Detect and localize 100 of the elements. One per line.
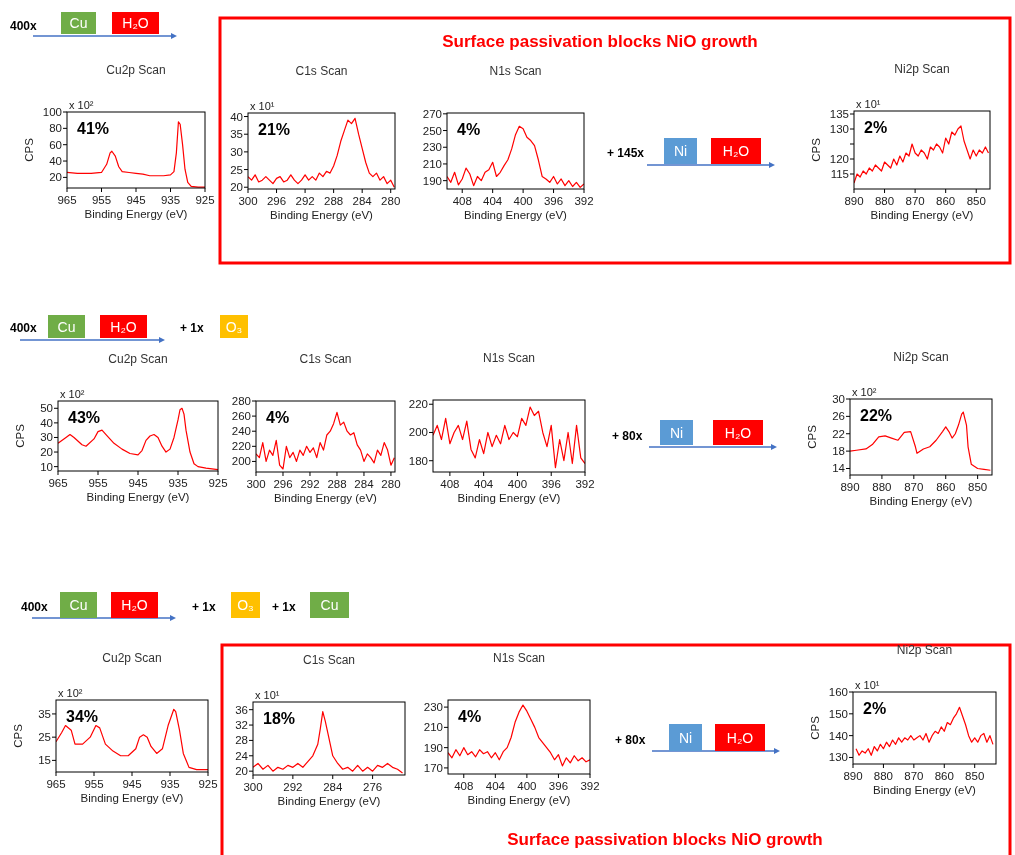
line-series bbox=[56, 708, 208, 771]
x-axis-title: Binding Energy (eV) bbox=[464, 209, 568, 221]
y-tick-label: 28 bbox=[235, 734, 248, 747]
text: O₃ bbox=[237, 597, 254, 613]
text: H₂O bbox=[724, 424, 752, 441]
text: H₂O bbox=[110, 318, 137, 335]
y-tick-label: 32 bbox=[235, 719, 248, 732]
x-tick-label: 280 bbox=[381, 478, 401, 490]
y-tick-label: 14 bbox=[832, 462, 846, 475]
x-tick-label: 870 bbox=[904, 770, 924, 782]
y-tick-label: 170 bbox=[423, 761, 443, 774]
x-tick-label: 880 bbox=[872, 481, 892, 493]
line-series bbox=[256, 411, 395, 470]
x-tick-label: 925 bbox=[198, 778, 218, 790]
x-tick-label: 404 bbox=[483, 195, 503, 207]
y-axis-title: CPS bbox=[14, 423, 26, 448]
y-tick-label: 190 bbox=[423, 741, 443, 754]
y-tick-label: 18 bbox=[832, 445, 845, 458]
line-series bbox=[448, 704, 590, 767]
annotation: 4% bbox=[266, 409, 290, 426]
line-series bbox=[58, 407, 218, 471]
annotation: 21% bbox=[258, 121, 291, 138]
chart-title: C1s Scan bbox=[295, 64, 348, 78]
x-tick-label: 925 bbox=[195, 194, 215, 206]
x-tick-label: 935 bbox=[160, 778, 180, 790]
x-tick-label: 850 bbox=[968, 481, 988, 493]
y-tick-label: 25 bbox=[38, 731, 51, 744]
text: x 10¹ bbox=[250, 100, 275, 112]
x-axis-title: Binding Energy (eV) bbox=[457, 492, 561, 504]
annotation: 22% bbox=[860, 407, 893, 424]
x-tick-label: 890 bbox=[844, 195, 864, 207]
x-tick-label: 288 bbox=[324, 195, 344, 207]
y-tick-label: 120 bbox=[829, 153, 849, 165]
text: Ni bbox=[673, 143, 688, 159]
y-tick-label: 220 bbox=[408, 398, 428, 411]
y-tick-label: 20 bbox=[49, 171, 62, 184]
x-tick-label: 955 bbox=[91, 194, 112, 206]
x-axis-title: Binding Energy (eV) bbox=[86, 491, 190, 503]
chart-title: Cu2p Scan bbox=[106, 63, 166, 77]
x-tick-label: 408 bbox=[452, 195, 472, 207]
x-axis-title: Binding Energy (eV) bbox=[80, 792, 184, 804]
x-tick-label: 300 bbox=[246, 478, 266, 490]
y-tick-label: 200 bbox=[231, 455, 251, 468]
y-tick-label: 35 bbox=[38, 707, 51, 720]
x-tick-label: 292 bbox=[300, 478, 320, 490]
annotation: 43% bbox=[68, 409, 101, 426]
text: x 10² bbox=[69, 99, 94, 111]
chart-title: N1s Scan bbox=[482, 351, 536, 365]
line-series bbox=[433, 406, 585, 469]
y-tick-label: 20 bbox=[230, 181, 243, 194]
text: H₂O bbox=[121, 597, 148, 613]
text: 400x bbox=[10, 19, 38, 33]
y-tick-label: 160 bbox=[828, 686, 848, 698]
x-tick-label: 400 bbox=[507, 478, 528, 490]
y-tick-label: 210 bbox=[423, 721, 443, 734]
x-tick-label: 880 bbox=[874, 195, 895, 207]
y-tick-label: 140 bbox=[828, 729, 848, 742]
text: Cu bbox=[69, 15, 88, 31]
y-tick-label: 20 bbox=[235, 765, 248, 778]
y-tick-label: 26 bbox=[832, 410, 845, 423]
chart-title: C1s Scan bbox=[302, 653, 356, 667]
x-axis-title: Binding Energy (eV) bbox=[870, 209, 974, 221]
y-tick-label: 24 bbox=[235, 749, 249, 762]
x-tick-label: 850 bbox=[966, 195, 986, 207]
annotation: 41% bbox=[77, 120, 110, 137]
y-tick-label: 150 bbox=[828, 707, 848, 720]
y-tick-label: 210 bbox=[422, 157, 442, 170]
x-tick-label: 300 bbox=[238, 195, 258, 207]
annotation: 34% bbox=[66, 708, 99, 725]
text: Cu bbox=[57, 318, 76, 335]
x-tick-label: 404 bbox=[474, 478, 494, 490]
chart-title: Ni2p Scan bbox=[893, 350, 949, 364]
y-tick-label: 60 bbox=[49, 138, 62, 151]
y-tick-label: 35 bbox=[230, 128, 243, 141]
y-tick-label: 135 bbox=[829, 108, 849, 120]
annotation: 2% bbox=[864, 119, 888, 136]
text: x 10¹ bbox=[255, 689, 280, 701]
x-tick-label: 860 bbox=[936, 481, 956, 493]
text: x 10¹ bbox=[855, 679, 880, 691]
x-axis-title: Binding Energy (eV) bbox=[869, 495, 973, 507]
chart-title: Ni2p Scan bbox=[896, 643, 953, 657]
x-axis-title: Binding Energy (eV) bbox=[274, 492, 378, 504]
y-tick-label: 36 bbox=[235, 703, 248, 716]
x-tick-label: 965 bbox=[46, 778, 66, 790]
x-tick-label: 292 bbox=[283, 781, 303, 793]
y-tick-label: 230 bbox=[423, 701, 443, 714]
line-series bbox=[248, 117, 395, 188]
x-tick-label: 284 bbox=[354, 478, 375, 490]
x-tick-label: 870 bbox=[905, 195, 925, 207]
x-tick-label: 284 bbox=[323, 781, 343, 793]
x-axis-title: Binding Energy (eV) bbox=[84, 208, 188, 220]
y-axis-title: CPS bbox=[806, 424, 818, 449]
y-tick-label: 200 bbox=[408, 426, 428, 439]
x-axis-title: Binding Energy (eV) bbox=[270, 209, 374, 221]
text: 400x bbox=[21, 600, 49, 614]
text: + 80x bbox=[612, 429, 643, 443]
y-tick-label: 180 bbox=[408, 454, 428, 467]
x-tick-label: 392 bbox=[575, 478, 595, 490]
y-tick-label: 22 bbox=[832, 427, 845, 440]
text: Ni bbox=[669, 424, 684, 441]
